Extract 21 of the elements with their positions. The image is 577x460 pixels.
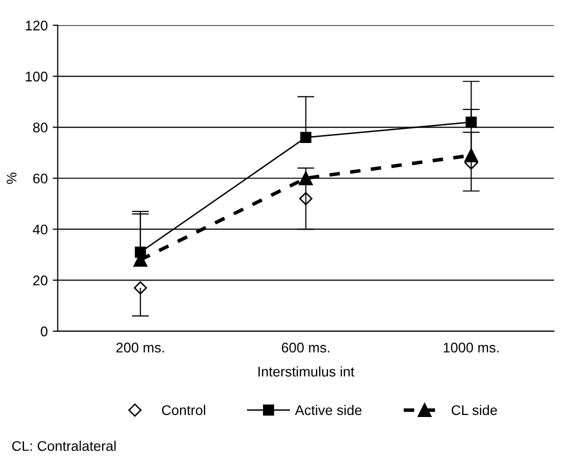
legend-label: Active side xyxy=(294,404,362,416)
text: CL: Contralateral xyxy=(12,440,116,451)
y-tick-label: 80 xyxy=(33,122,48,132)
y-tick-label: 20 xyxy=(33,276,48,286)
x-tick-label: 600 ms. xyxy=(282,342,330,353)
y-tick-label: 0 xyxy=(40,326,48,336)
point xyxy=(299,192,312,206)
point xyxy=(298,171,313,186)
y-tick-label: 100 xyxy=(26,72,48,82)
y-axis-title: % xyxy=(6,172,16,184)
legend-label: Control xyxy=(162,404,206,416)
x-axis-title: Interstimulus int xyxy=(258,366,354,377)
y-tick-label: 120 xyxy=(26,20,48,30)
y-tick-label: 40 xyxy=(32,224,48,234)
x-tick-label: 200 ms. xyxy=(116,342,164,353)
point xyxy=(134,281,147,294)
point xyxy=(300,132,312,144)
x-tick-label: 1000 ms. xyxy=(444,342,499,353)
y-tick-label: 60 xyxy=(33,174,48,184)
legend-label: CL side xyxy=(452,404,497,416)
point xyxy=(466,116,477,128)
